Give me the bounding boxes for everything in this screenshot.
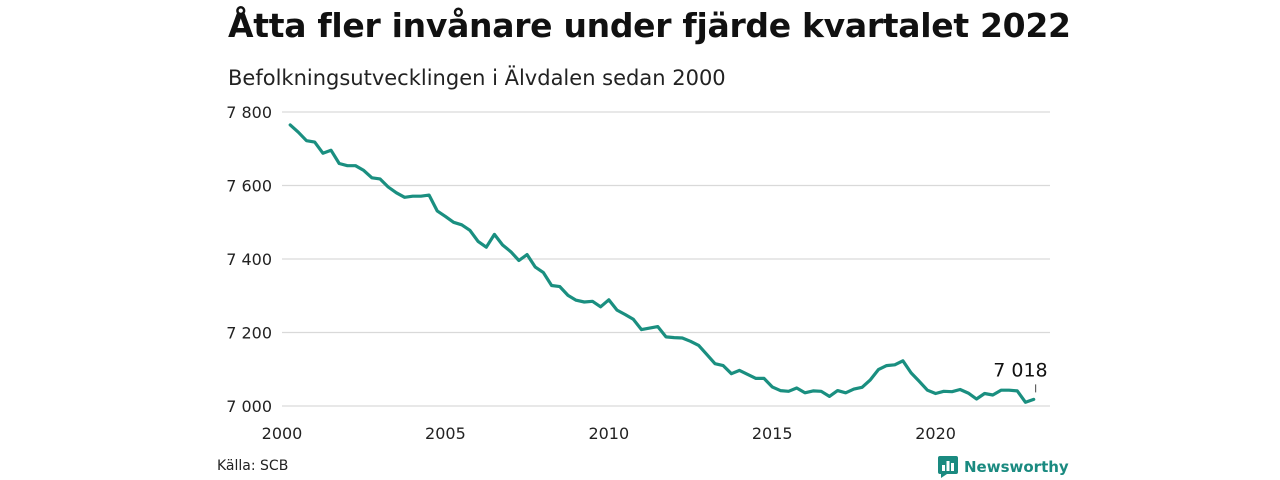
source-note: Källa: SCB [217,458,289,474]
series-layer [288,123,1036,404]
x-axis-ticks: 2000 2005 2010 2015 2020 [262,424,956,443]
x-tick-label: 2020 [915,424,956,443]
end-value-label: 7 018 [993,359,1047,381]
newsworthy-icon [938,456,958,478]
x-tick-label: 2015 [752,424,793,443]
y-tick-label: 7 200 [226,324,272,343]
x-tick-label: 2010 [588,424,629,443]
annotations: 7 018 [993,359,1048,393]
x-tick-label: 2005 [425,424,466,443]
y-axis-ticks: 7 000 7 200 7 400 7 600 7 800 [226,103,272,416]
chart-title: Åtta fler invånare under fjärde kvartale… [228,6,1071,45]
y-tick-label: 7 800 [226,103,272,122]
chart-subtitle: Befolkningsutvecklingen i Älvdalen sedan… [228,66,726,90]
y-tick-label: 7 000 [226,397,272,416]
brand-logo[interactable]: Newsworthy [938,456,1069,478]
series-line [288,123,1036,404]
y-tick-label: 7 400 [226,250,272,269]
brand-name: Newsworthy [964,458,1069,476]
y-tick-label: 7 600 [226,177,272,196]
grid-lines [282,111,1050,407]
x-tick-label: 2000 [262,424,303,443]
